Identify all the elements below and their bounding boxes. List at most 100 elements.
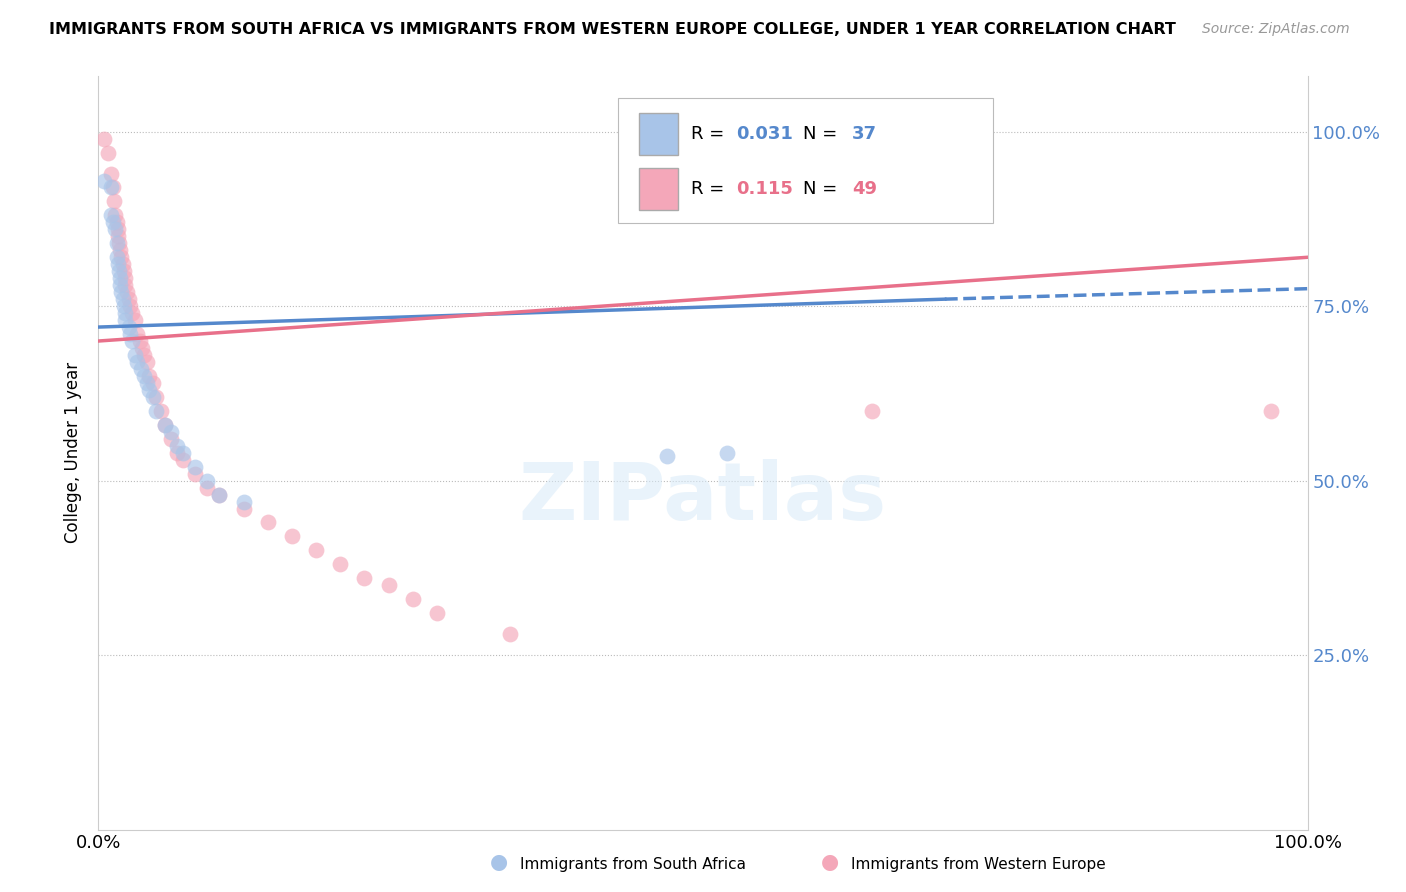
Point <box>377 578 399 592</box>
Point <box>134 348 156 362</box>
Point <box>166 445 188 460</box>
Point <box>121 334 143 348</box>
Point <box>108 244 131 258</box>
Point <box>107 222 129 236</box>
Point <box>112 264 135 278</box>
Point <box>232 501 254 516</box>
Point <box>97 145 120 160</box>
Point <box>860 404 883 418</box>
Text: 49: 49 <box>852 180 877 198</box>
Point <box>117 285 139 300</box>
Point <box>256 516 278 530</box>
Point <box>208 487 231 501</box>
Point <box>118 292 141 306</box>
FancyBboxPatch shape <box>638 169 678 210</box>
Point <box>184 467 207 481</box>
Point <box>124 313 146 327</box>
Point <box>160 432 183 446</box>
Point <box>110 285 132 300</box>
FancyBboxPatch shape <box>619 98 993 223</box>
Point <box>114 278 136 293</box>
Text: ZIPatlas: ZIPatlas <box>519 458 887 537</box>
Point <box>93 173 115 187</box>
Point <box>107 229 129 244</box>
Text: 0.031: 0.031 <box>735 125 793 143</box>
Point <box>101 215 124 229</box>
Text: R =: R = <box>690 180 730 198</box>
Point <box>114 271 136 285</box>
Point <box>112 299 135 313</box>
Point <box>108 236 131 251</box>
Point <box>131 341 153 355</box>
Point <box>108 271 131 285</box>
Point <box>100 180 122 194</box>
Point <box>118 299 141 313</box>
Point <box>129 362 152 376</box>
Point <box>153 417 176 432</box>
Text: 37: 37 <box>852 125 877 143</box>
Point <box>127 326 149 341</box>
Point <box>281 529 304 543</box>
Point <box>195 474 218 488</box>
Point <box>142 376 165 390</box>
Text: Immigrants from Western Europe: Immigrants from Western Europe <box>851 857 1105 872</box>
Point <box>118 326 141 341</box>
Point <box>101 180 124 194</box>
Text: 0.115: 0.115 <box>735 180 793 198</box>
Point <box>121 306 143 320</box>
Point <box>138 383 160 397</box>
Point <box>111 292 134 306</box>
Point <box>172 445 194 460</box>
Point <box>232 494 254 508</box>
Point <box>104 208 127 222</box>
Point <box>135 355 157 369</box>
Point <box>402 592 425 607</box>
Text: ●: ● <box>821 853 838 872</box>
Point <box>138 368 160 383</box>
Text: Source: ZipAtlas.com: Source: ZipAtlas.com <box>1202 22 1350 37</box>
Point <box>108 278 131 293</box>
Point <box>118 320 141 334</box>
Point <box>153 417 176 432</box>
Point <box>145 390 167 404</box>
Point <box>134 368 156 383</box>
Point <box>172 452 194 467</box>
Y-axis label: College, Under 1 year: College, Under 1 year <box>65 362 83 543</box>
Point <box>100 208 122 222</box>
Point <box>107 257 129 271</box>
Point <box>104 222 127 236</box>
Text: N =: N = <box>803 180 844 198</box>
Text: R =: R = <box>690 125 730 143</box>
Point <box>166 439 188 453</box>
Point <box>142 390 165 404</box>
Point <box>208 487 231 501</box>
Text: N =: N = <box>803 125 844 143</box>
Point <box>127 355 149 369</box>
Point <box>110 250 132 264</box>
Point <box>124 348 146 362</box>
Point <box>108 264 131 278</box>
Point <box>111 257 134 271</box>
Text: IMMIGRANTS FROM SOUTH AFRICA VS IMMIGRANTS FROM WESTERN EUROPE COLLEGE, UNDER 1 : IMMIGRANTS FROM SOUTH AFRICA VS IMMIGRAN… <box>49 22 1175 37</box>
Point <box>105 236 128 251</box>
Point <box>329 558 352 572</box>
Point <box>150 404 173 418</box>
Point <box>145 404 167 418</box>
Point <box>114 306 136 320</box>
Point <box>655 449 678 463</box>
Point <box>716 445 738 460</box>
Point <box>160 425 183 439</box>
Point <box>105 215 128 229</box>
Point <box>114 313 136 327</box>
Point <box>128 334 150 348</box>
Point <box>426 606 449 620</box>
Point <box>93 131 115 145</box>
Text: ●: ● <box>491 853 508 872</box>
Point <box>105 250 128 264</box>
Point <box>135 376 157 390</box>
Point <box>1260 404 1282 418</box>
Point <box>498 627 520 641</box>
Point <box>184 459 207 474</box>
Point <box>100 167 122 181</box>
Text: Immigrants from South Africa: Immigrants from South Africa <box>520 857 747 872</box>
